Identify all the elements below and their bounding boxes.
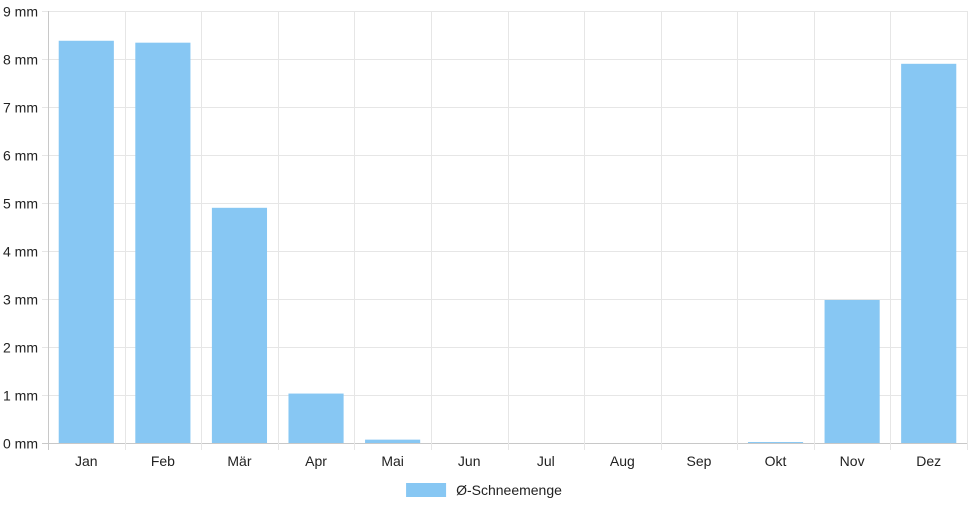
bar-jan[interactable] [58,40,114,443]
x-tick-label: Jan [75,453,98,469]
x-tick-label: Mai [381,453,404,469]
x-tick-label: Feb [151,453,175,469]
x-tick-label: Sep [686,453,711,469]
legend-label: Ø-Schneemenge [456,482,562,498]
x-tick-label: Okt [765,453,787,469]
x-tick-label: Dez [916,453,941,469]
y-tick-label: 1 mm [3,388,38,404]
y-tick-label: 0 mm [3,436,38,452]
bar-mai[interactable] [365,439,421,443]
y-tick-label: 5 mm [3,196,38,212]
bars-layer [58,40,957,444]
x-tick-label: Jul [537,453,555,469]
y-tick-label: 6 mm [3,148,38,164]
bar-feb[interactable] [135,42,191,444]
x-tick-label: Jun [458,453,481,469]
x-tick-label: Apr [305,453,327,469]
y-tick-label: 7 mm [3,100,38,116]
bar-nov[interactable] [824,299,880,443]
bar-okt[interactable] [747,442,804,443]
x-tick-label: Nov [840,453,865,469]
x-tick-label: Aug [610,453,635,469]
axis-layer: 0 mm 1 mm 2 mm 3 mm 4 mm 5 mm 6 mm 7 mm 8 mm 9 mm… [3,4,941,470]
bar-dez[interactable] [901,63,957,444]
y-tick-label: 2 mm [3,340,38,356]
x-tick-label: Mär [227,453,251,469]
y-tick-label: 4 mm [3,244,38,260]
legend[interactable]: Ø-Schneemenge [406,482,562,498]
bar-apr[interactable] [288,393,344,443]
y-tick-label: 3 mm [3,292,38,308]
y-tick-label: 8 mm [3,52,38,68]
bar-mär[interactable] [211,207,268,443]
legend-swatch [406,483,447,497]
y-tick-label: 9 mm [3,4,38,20]
